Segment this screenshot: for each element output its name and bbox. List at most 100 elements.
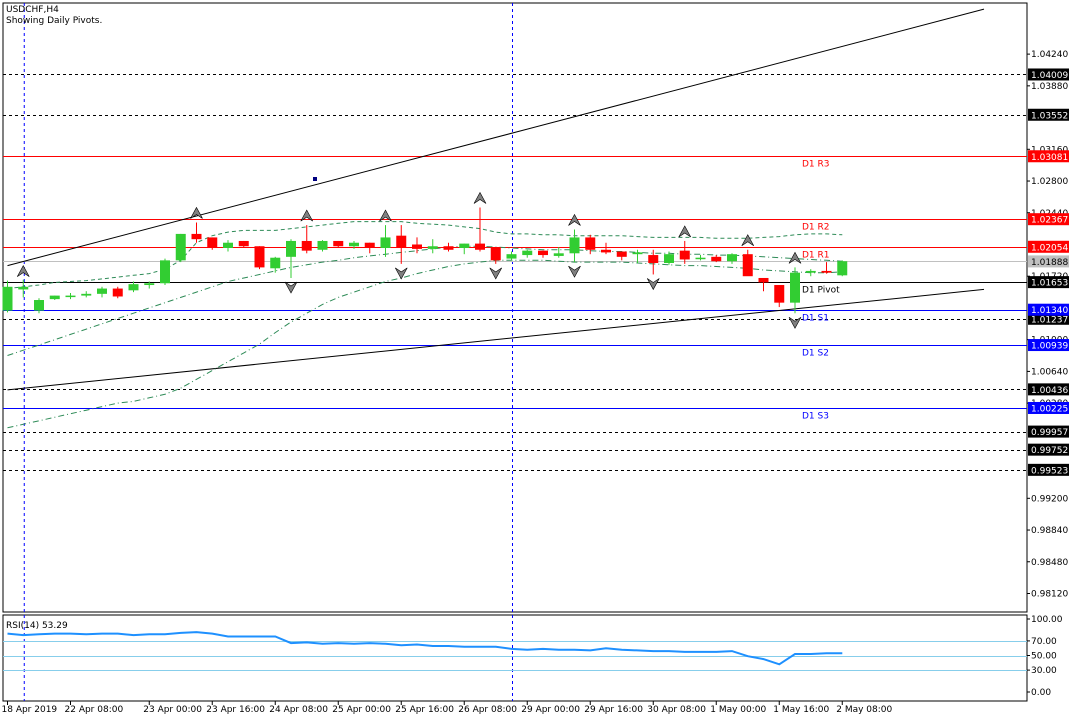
fractal-down-marker xyxy=(394,267,408,280)
candle-body xyxy=(34,300,44,311)
pivot-level-price-box xyxy=(1028,240,1069,253)
fractal-up-marker xyxy=(788,251,802,264)
axis-layer: 1.042401.038801.031601.028001.024401.017… xyxy=(2,50,1069,715)
candle-body xyxy=(144,283,155,286)
rsi-label: RSI(14) 53.29 xyxy=(6,621,68,631)
candle-body xyxy=(742,254,753,277)
candle-body xyxy=(821,270,832,273)
fractal-up-marker xyxy=(300,209,314,222)
x-tick-label: 30 Apr 08:00 xyxy=(647,705,706,715)
dashed-level-price-label: 1.03552 xyxy=(1031,111,1068,121)
x-tick-label: 23 Apr 16:00 xyxy=(206,705,265,715)
candle-body xyxy=(601,249,611,253)
y-tick-label: 1.02800 xyxy=(1031,177,1068,187)
pivot-level-price-box xyxy=(1028,303,1069,316)
candle-body xyxy=(317,240,328,250)
x-tick-label: 24 Apr 08:00 xyxy=(269,705,328,715)
pivot-level-price-box xyxy=(1028,401,1069,414)
pivot-level-name: D1 S3 xyxy=(802,412,829,422)
pivot-level-name: D1 S2 xyxy=(802,349,829,359)
x-tick-label: 2 May 08:00 xyxy=(836,705,892,715)
dashed-level-price-label: 1.01237 xyxy=(1031,315,1068,325)
candle-body xyxy=(286,240,296,257)
fractal-down-marker xyxy=(788,316,802,329)
rsi-tick-label: 30.00 xyxy=(1031,666,1057,676)
rsi-layer: 100.00 70.00 50.00 30.00 0.00 xyxy=(3,615,1063,698)
rsi-line xyxy=(7,631,843,666)
candle-body xyxy=(333,240,344,247)
pivot-level-price-label: 1.02367 xyxy=(1031,216,1068,226)
pivot-level-price-label: 1.03081 xyxy=(1031,153,1068,163)
grid-layer xyxy=(23,3,513,701)
candle-body xyxy=(553,253,564,256)
main-plot-frame xyxy=(2,2,1028,613)
fractal-down-marker xyxy=(284,281,298,294)
rsi-tick-label: 0.00 xyxy=(1031,688,1051,698)
current-price-box xyxy=(1028,255,1069,268)
moving-average-layer xyxy=(7,221,843,429)
x-tick-label: 29 Apr 00:00 xyxy=(521,705,580,715)
candle-body xyxy=(711,256,722,262)
chart-subtitle: Showing Daily Pivots. xyxy=(6,16,102,26)
moving-average-mid xyxy=(7,245,843,356)
candle-body xyxy=(569,237,580,254)
pivot-level-price-label: 1.00225 xyxy=(1031,404,1068,414)
candle-body xyxy=(97,288,107,294)
fractal-up-marker xyxy=(741,234,755,247)
current-price-label: 1.01888 xyxy=(1031,258,1068,268)
pivot-level-price-box xyxy=(1028,276,1069,289)
candle-body xyxy=(207,237,218,249)
fractal-up-marker xyxy=(16,264,30,277)
candle-body xyxy=(160,260,170,284)
candle-body xyxy=(632,252,643,255)
candles-layer xyxy=(2,207,848,314)
dashed-level-price-label: 0.99957 xyxy=(1031,428,1068,438)
candle-body xyxy=(774,285,785,303)
y-tick-label: 0.98840 xyxy=(1031,526,1068,536)
fractal-up-marker xyxy=(473,191,487,204)
pivot-level-name: D1 R3 xyxy=(802,160,830,170)
dashed-level-price-label: 1.04009 xyxy=(1031,71,1068,81)
fractal-down-marker xyxy=(568,265,581,278)
candle-body xyxy=(238,240,249,247)
pivot-level-name: D1 R2 xyxy=(802,223,830,233)
pivot-level-price-label: 1.01340 xyxy=(1031,306,1068,316)
candle-body xyxy=(679,250,690,260)
rsi-tick-label: 70.00 xyxy=(1031,637,1057,647)
dashed-level-price-box xyxy=(1028,443,1069,456)
fractal-down-marker xyxy=(489,267,503,280)
fractal-down-marker xyxy=(646,278,660,291)
candle-body xyxy=(758,277,769,283)
dashed-level-price-box xyxy=(1028,68,1069,81)
candle-body xyxy=(459,243,470,249)
candle-body xyxy=(490,247,501,261)
candle-body xyxy=(664,254,674,263)
y-tick-label: 1.03880 xyxy=(1031,82,1068,92)
candle-body xyxy=(443,246,454,250)
x-tick-label: 23 Apr 00:00 xyxy=(143,705,202,715)
levels-layer: D1 R3 D1 R2 D1 R1 D1 Pivot D1 S1 D1 S2 D1 S3 xyxy=(3,74,1027,471)
candle-body xyxy=(254,246,265,268)
pivot-level-name: D1 Pivot xyxy=(802,286,840,296)
candle-body xyxy=(128,284,139,291)
fractals-layer xyxy=(16,191,802,329)
candle-body xyxy=(616,251,627,257)
candle-body xyxy=(538,250,548,256)
candle-body xyxy=(81,293,92,296)
dashed-level-price-box xyxy=(1028,425,1069,438)
candle-body xyxy=(695,257,706,260)
moving-average-upper xyxy=(7,221,843,290)
x-tick-label: 29 Apr 16:00 xyxy=(584,705,643,715)
candle-body xyxy=(648,255,659,263)
pivot-level-price-label: 1.00939 xyxy=(1031,342,1068,352)
candle-body xyxy=(412,244,422,249)
pivot-level-name: D1 R1 xyxy=(802,251,830,261)
candle-body xyxy=(790,272,800,303)
candle-body xyxy=(18,286,29,290)
candle-body xyxy=(837,261,848,276)
candle-body xyxy=(475,243,485,250)
fractal-up-marker xyxy=(379,209,392,222)
y-tick-label: 0.98480 xyxy=(1031,558,1068,568)
